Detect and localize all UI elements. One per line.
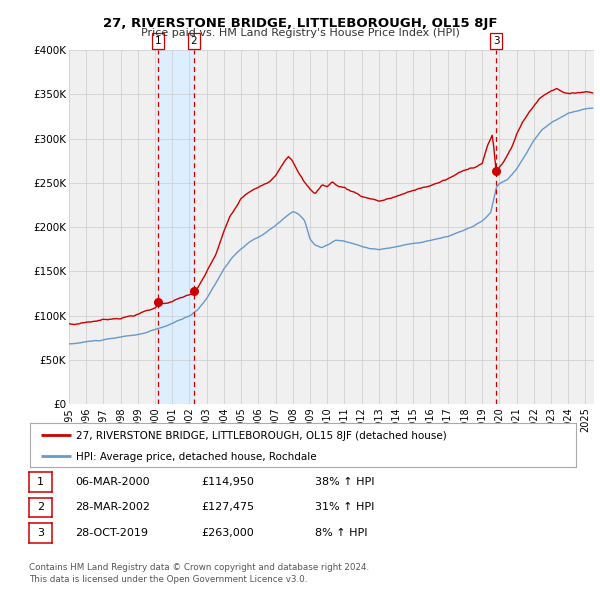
- Text: 06-MAR-2000: 06-MAR-2000: [75, 477, 149, 487]
- Text: £114,950: £114,950: [201, 477, 254, 487]
- Text: HPI: Average price, detached house, Rochdale: HPI: Average price, detached house, Roch…: [76, 452, 317, 462]
- Bar: [158, 50, 194, 404]
- Text: £263,000: £263,000: [201, 528, 254, 537]
- Text: 3: 3: [37, 528, 44, 537]
- Text: £127,475: £127,475: [201, 503, 254, 512]
- Text: 1: 1: [37, 477, 44, 487]
- Text: 8% ↑ HPI: 8% ↑ HPI: [315, 528, 367, 537]
- Text: 2: 2: [190, 36, 197, 46]
- Text: 28-MAR-2002: 28-MAR-2002: [75, 503, 150, 512]
- Text: 31% ↑ HPI: 31% ↑ HPI: [315, 503, 374, 512]
- Text: This data is licensed under the Open Government Licence v3.0.: This data is licensed under the Open Gov…: [29, 575, 307, 584]
- Text: 3: 3: [493, 36, 500, 46]
- Text: 27, RIVERSTONE BRIDGE, LITTLEBOROUGH, OL15 8JF: 27, RIVERSTONE BRIDGE, LITTLEBOROUGH, OL…: [103, 17, 497, 30]
- Text: 1: 1: [155, 36, 161, 46]
- Text: 28-OCT-2019: 28-OCT-2019: [75, 528, 148, 537]
- Text: 38% ↑ HPI: 38% ↑ HPI: [315, 477, 374, 487]
- Text: 2: 2: [37, 503, 44, 512]
- Text: Contains HM Land Registry data © Crown copyright and database right 2024.: Contains HM Land Registry data © Crown c…: [29, 563, 369, 572]
- Text: Price paid vs. HM Land Registry's House Price Index (HPI): Price paid vs. HM Land Registry's House …: [140, 28, 460, 38]
- Text: 27, RIVERSTONE BRIDGE, LITTLEBOROUGH, OL15 8JF (detached house): 27, RIVERSTONE BRIDGE, LITTLEBOROUGH, OL…: [76, 431, 447, 441]
